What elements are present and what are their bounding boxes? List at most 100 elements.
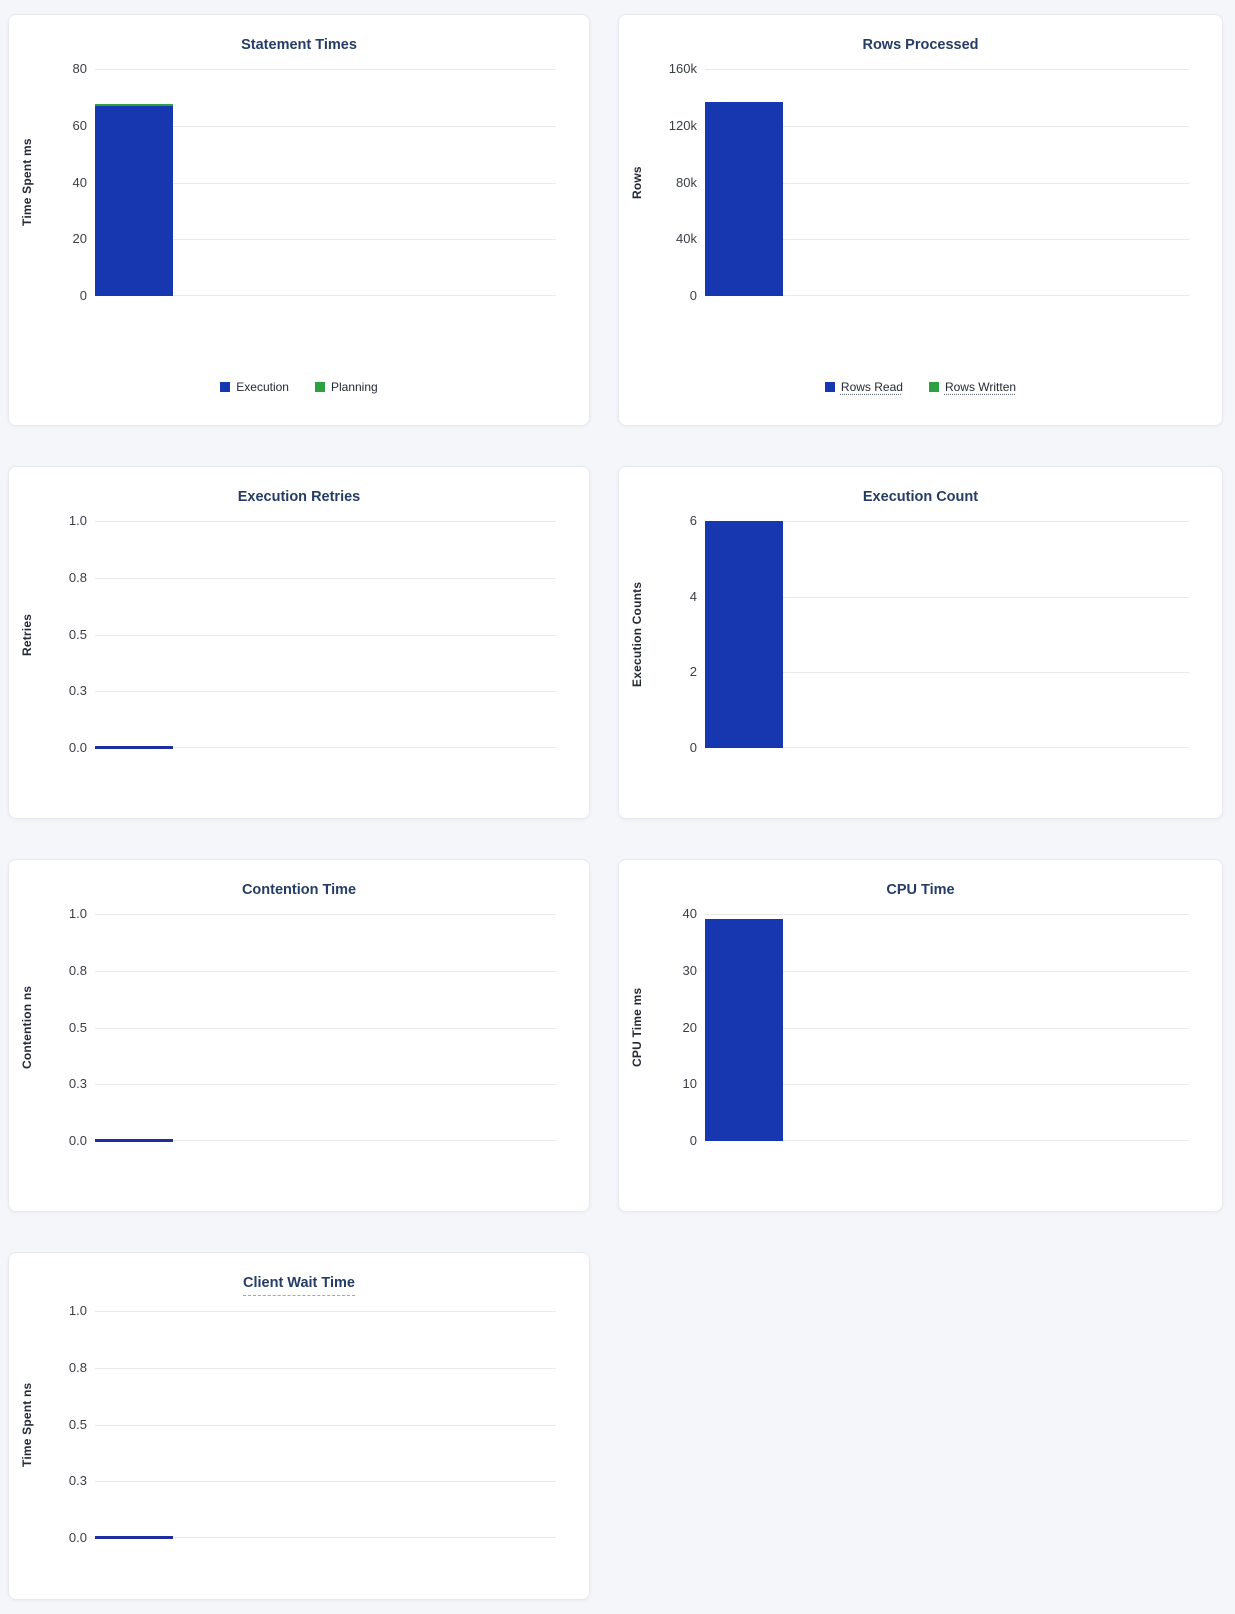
gridline — [95, 1537, 556, 1538]
chart-plot: 1.0 0.8 0.5 0.3 0.0 — [69, 513, 556, 755]
chart-title-text: Contention Time — [241, 882, 357, 898]
chart-card-execution-count: Execution Count Execution Counts 6 4 2 0 — [618, 466, 1223, 819]
tick-label: 80k — [676, 175, 697, 190]
legend-swatch — [220, 382, 231, 392]
chart-body: Time Spent ms 80 60 40 20 0 — [9, 61, 589, 303]
tick-label: 0.3 — [68, 683, 87, 698]
gridline — [95, 1140, 556, 1141]
tick-label: 0 — [689, 740, 697, 755]
bar-segment-rows-read[interactable] — [705, 101, 783, 296]
tick-label: 0 — [689, 1133, 697, 1148]
tick-label: 6 — [689, 513, 697, 528]
chart-title-text: Execution Retries — [237, 489, 361, 505]
gridline — [95, 1084, 556, 1085]
gridline — [705, 914, 1189, 915]
gridline — [95, 1368, 556, 1369]
legend-item-rows-written[interactable]: Rows Written — [928, 380, 1017, 394]
gridline — [95, 691, 556, 692]
bar-segment-planning[interactable] — [95, 103, 173, 106]
tick-label: 30 — [682, 963, 697, 978]
legend-item-planning: Planning — [314, 380, 378, 394]
tick-label: 20 — [72, 231, 87, 246]
chart-plot: 6 4 2 0 — [690, 513, 1189, 755]
gridline — [95, 578, 556, 579]
chart-title-text: CPU Time — [886, 882, 955, 898]
chart-title-rows-processed: Rows Processed — [619, 37, 1222, 54]
legend-swatch — [928, 382, 939, 392]
tick-label: 20 — [682, 1020, 697, 1035]
legend-item-rows-read[interactable]: Rows Read — [824, 380, 903, 394]
gridline — [705, 69, 1189, 70]
gridline — [95, 635, 556, 636]
chart-body: Time Spent ns 1.0 0.8 0.5 0.3 0.0 — [9, 1303, 589, 1545]
tick-label: 40 — [682, 906, 697, 921]
gridline — [705, 126, 1189, 127]
legend-label: Rows Written — [944, 380, 1017, 394]
gridline — [95, 295, 556, 296]
tick-label: 0.0 — [68, 740, 87, 755]
gridline — [705, 1084, 1189, 1085]
tick-label: 1.0 — [68, 906, 87, 921]
gridline — [95, 183, 556, 184]
y-axis-label: Execution Counts — [630, 581, 644, 688]
gridline — [95, 971, 556, 972]
legend-swatch — [314, 382, 325, 392]
chart-title-text: Statement Times — [241, 37, 357, 53]
gridline — [95, 126, 556, 127]
tick-label: 0.5 — [68, 1020, 87, 1035]
zero-value-bar-retries[interactable] — [95, 746, 173, 749]
chart-title-execution-retries: Execution Retries — [9, 489, 589, 506]
chart-title-text: Client Wait Time — [243, 1275, 355, 1296]
chart-card-client-wait-time: Client Wait Time Time Spent ns 1.0 0.8 0.5… — [8, 1252, 590, 1600]
legend-label: Execution — [236, 380, 289, 394]
chart-body: Retries 1.0 0.8 0.5 0.3 0.0 — [9, 513, 589, 755]
chart-plot: 160k 120k 80k 40k 0 — [669, 61, 1189, 303]
tick-label: 0.0 — [68, 1133, 87, 1148]
chart-plot: 1.0 0.8 0.5 0.3 0.0 — [69, 906, 556, 1148]
bar-segment-execution-count[interactable] — [705, 521, 783, 748]
gridline — [95, 521, 556, 522]
chart-legend: Execution Planning — [9, 380, 589, 394]
gridline — [705, 971, 1189, 972]
bar-segment-execution[interactable] — [95, 105, 173, 296]
chart-title-statement-times: Statement Times — [9, 37, 589, 54]
tick-label: 0.8 — [68, 570, 87, 585]
gridline — [705, 239, 1189, 240]
chart-plot: 80 60 40 20 0 — [73, 61, 556, 303]
chart-body: Contention ns 1.0 0.8 0.5 0.3 0.0 — [9, 906, 589, 1148]
zero-value-bar-contention[interactable] — [95, 1139, 173, 1142]
bar-segment-cpu-time[interactable] — [705, 918, 783, 1141]
legend-item-execution: Execution — [220, 380, 289, 394]
charts-grid: Statement Times Time Spent ms 80 60 40 20 0 … — [8, 14, 1223, 1600]
tick-label: 0.3 — [68, 1473, 87, 1488]
tick-label: 0.5 — [68, 1417, 87, 1432]
zero-value-bar-client-wait[interactable] — [95, 1536, 173, 1539]
gridline — [95, 69, 556, 70]
legend-swatch — [824, 382, 835, 392]
legend-label: Planning — [330, 380, 378, 394]
tick-label: 0.0 — [68, 1530, 87, 1545]
chart-title-contention-time: Contention Time — [9, 882, 589, 899]
tick-label: 1.0 — [68, 1303, 87, 1318]
tick-label: 2 — [689, 664, 697, 679]
tick-label: 60 — [72, 118, 87, 133]
tick-label: 120k — [668, 118, 697, 133]
tick-label: 0 — [689, 288, 697, 303]
tick-label: 4 — [689, 589, 697, 604]
chart-plot: 40 30 20 10 0 — [683, 906, 1189, 1148]
gridline — [95, 1311, 556, 1312]
gridline — [95, 747, 556, 748]
chart-card-cpu-time: CPU Time CPU Time ms 40 30 20 10 0 — [618, 859, 1223, 1212]
tick-label: 0.8 — [68, 963, 87, 978]
chart-title-client-wait-time[interactable]: Client Wait Time — [9, 1275, 589, 1296]
chart-title-execution-count: Execution Count — [619, 489, 1222, 506]
gridline — [95, 1481, 556, 1482]
chart-plot: 1.0 0.8 0.5 0.3 0.0 — [69, 1303, 556, 1545]
gridline — [705, 295, 1189, 296]
tick-label: 0.3 — [68, 1076, 87, 1091]
chart-body: CPU Time ms 40 30 20 10 0 — [619, 906, 1222, 1148]
chart-card-rows-processed: Rows Processed Rows 160k 120k 80k 40k 0 Rows… — [618, 14, 1223, 426]
tick-label: 40k — [676, 231, 697, 246]
tick-label: 160k — [668, 61, 697, 76]
gridline — [95, 914, 556, 915]
